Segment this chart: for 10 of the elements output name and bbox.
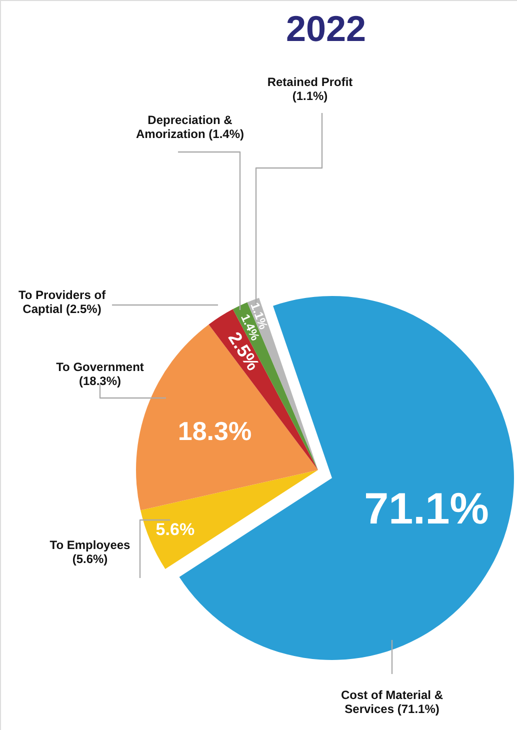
- data-label: 5.6%: [156, 520, 195, 540]
- slice-label: To Government (18.3%): [56, 360, 144, 388]
- slice-label: To Employees (5.6%): [50, 538, 131, 566]
- data-label: 18.3%: [178, 416, 252, 446]
- chart-title: 2022: [286, 8, 366, 49]
- slice-label: To Providers of Captial (2.5%): [18, 288, 107, 316]
- data-label: 71.1%: [364, 484, 489, 534]
- slice-label: Cost of Material & Services (71.1%): [340, 688, 444, 716]
- slice-label: Retained Profit (1.1%): [267, 75, 353, 103]
- slice-label: Depreciation & Amorization (1.4%): [136, 113, 244, 141]
